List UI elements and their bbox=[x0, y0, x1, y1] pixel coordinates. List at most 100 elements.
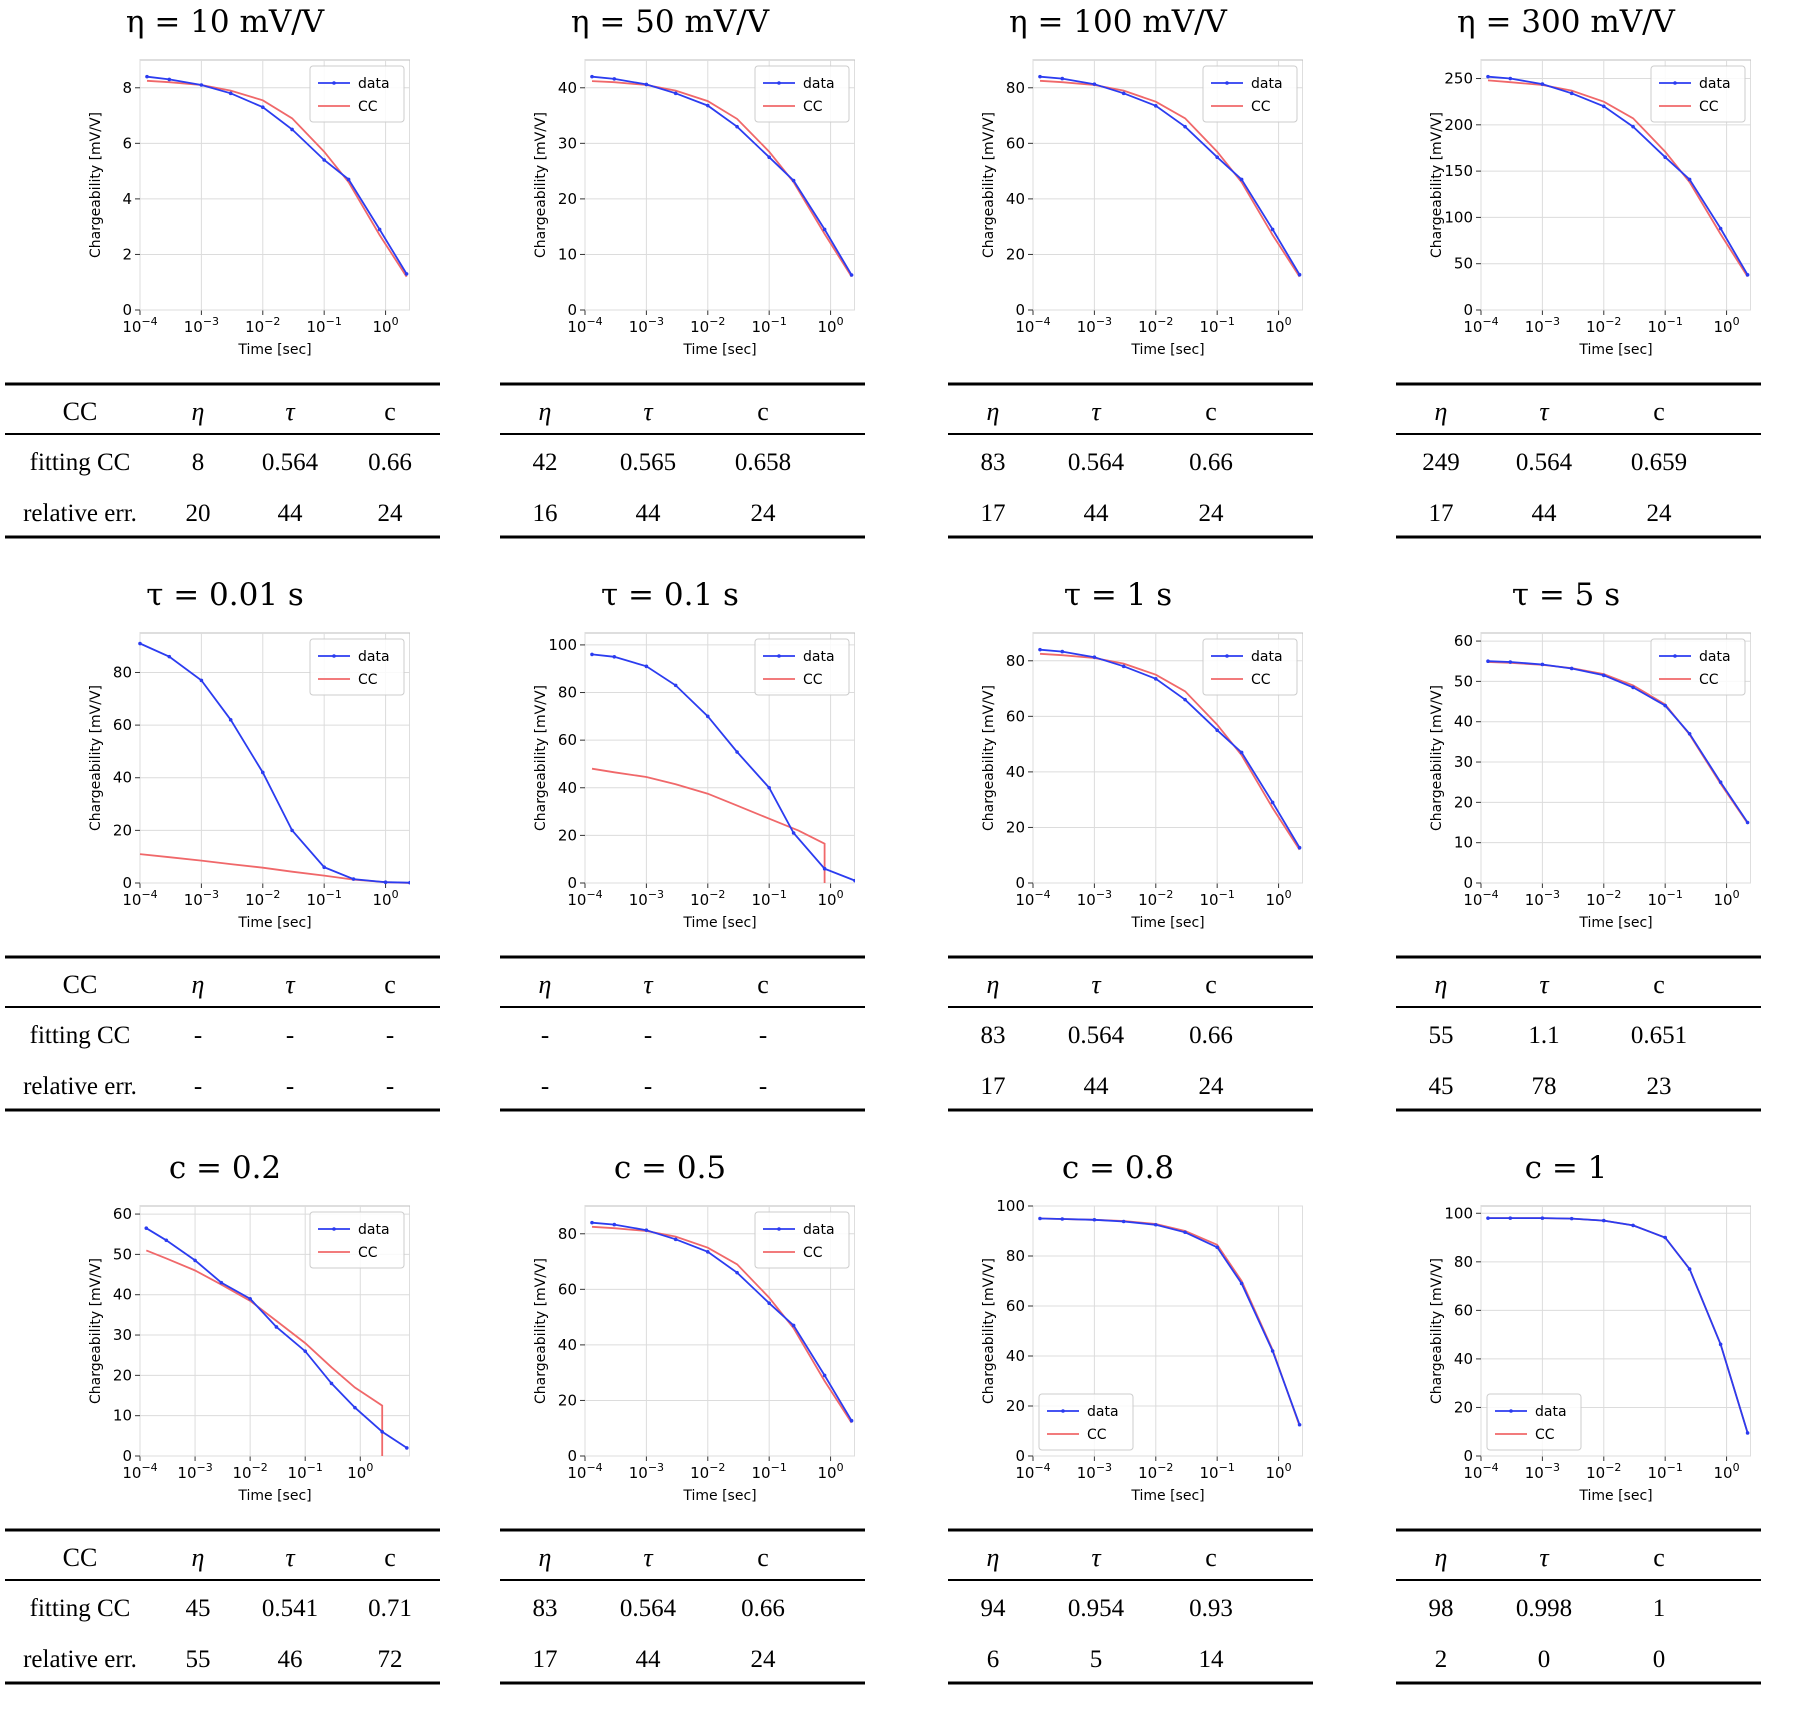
data-point bbox=[1486, 74, 1490, 79]
legend: data CC bbox=[309, 65, 405, 123]
data-point bbox=[1239, 750, 1244, 755]
legend-label: CC bbox=[803, 99, 823, 115]
y-axis-label: Chargeability [mV/V] bbox=[981, 685, 997, 831]
series-cc-line bbox=[145, 1249, 384, 1456]
y-tick-label: 40 bbox=[1454, 713, 1473, 731]
x-tick-label: 10−3 bbox=[184, 315, 219, 336]
fit-cell: 83 bbox=[981, 449, 1006, 476]
x-tick-label: 100 bbox=[818, 888, 844, 909]
y-tick-label: 0 bbox=[122, 301, 132, 319]
table-header-cell: c bbox=[757, 1543, 769, 1572]
legend-label: CC bbox=[358, 99, 378, 115]
data-point bbox=[404, 272, 409, 276]
y-tick-label: 20 bbox=[1454, 1398, 1473, 1416]
data-point bbox=[1687, 177, 1692, 182]
data-point bbox=[228, 91, 233, 96]
data-point bbox=[219, 1280, 224, 1285]
fit-cell: 0.93 bbox=[1189, 1595, 1233, 1622]
x-tick-label: 10−3 bbox=[1077, 315, 1112, 336]
err-cell: 24 bbox=[1199, 500, 1225, 527]
data-point bbox=[644, 82, 649, 87]
table-header-cell: c bbox=[1205, 1543, 1217, 1572]
y-tick-label: 0 bbox=[1015, 301, 1025, 319]
x-tick-label: 10−4 bbox=[567, 1461, 602, 1482]
y-tick-label: 250 bbox=[1444, 70, 1473, 88]
legend-box bbox=[754, 65, 850, 123]
table-header-cell: η bbox=[539, 397, 552, 426]
legend-label: CC bbox=[358, 1245, 378, 1261]
x-tick-label: 10−3 bbox=[629, 1461, 664, 1482]
y-tick-label: 6 bbox=[122, 134, 132, 152]
table-header-cell: τ bbox=[285, 1543, 296, 1572]
err-cell: 20 bbox=[186, 500, 211, 527]
x-axis-label: Time [sec] bbox=[237, 915, 311, 931]
fit-cell: 0.66 bbox=[368, 449, 412, 476]
table-header-cell: c bbox=[1205, 397, 1217, 426]
x-axis-label: Time [sec] bbox=[1578, 915, 1652, 931]
data-point bbox=[144, 1226, 149, 1230]
legend-marker bbox=[1673, 654, 1677, 658]
chart: 10−4 10−3 10−2 10−1 100 0 20 40 60 80 Time [sec] Ch… bbox=[981, 59, 1303, 358]
x-axis-label: Time [sec] bbox=[682, 915, 756, 931]
x-axis-label: Time [sec] bbox=[1130, 1488, 1204, 1504]
table-header-cell: c bbox=[384, 1543, 396, 1572]
fit-cell: 94 bbox=[981, 1595, 1007, 1622]
data-point bbox=[138, 641, 142, 646]
y-tick-label: 0 bbox=[1015, 1447, 1025, 1465]
x-tick-label: 10−4 bbox=[1015, 315, 1050, 336]
y-axis-label: Chargeability [mV/V] bbox=[88, 685, 104, 831]
params-table: η τ c 83 0.564 0.66 17 44 24 bbox=[948, 955, 1313, 1112]
y-tick-label: 0 bbox=[122, 1447, 132, 1465]
params-table: η τ c 83 0.564 0.66 17 44 24 bbox=[500, 1528, 865, 1685]
data-point bbox=[849, 1418, 854, 1423]
table-header-cell: c bbox=[1653, 397, 1665, 426]
fit-cell: 0.658 bbox=[735, 449, 791, 476]
fit-cell: 45 bbox=[186, 1595, 211, 1622]
err-cell: 5 bbox=[1090, 1646, 1103, 1673]
data-point bbox=[1569, 91, 1574, 96]
x-tick-label: 10−4 bbox=[567, 315, 602, 336]
err-cell: 16 bbox=[533, 500, 558, 527]
data-point bbox=[791, 831, 796, 835]
data-point bbox=[644, 664, 649, 669]
y-tick-label: 80 bbox=[558, 684, 577, 702]
x-tick-label: 10−1 bbox=[307, 315, 342, 336]
data-point bbox=[1183, 697, 1187, 702]
y-tick-label: 0 bbox=[1463, 874, 1473, 892]
fit-cell: 8 bbox=[192, 449, 205, 476]
data-point bbox=[673, 683, 678, 688]
x-tick-label: 10−1 bbox=[1648, 1461, 1683, 1482]
chart: 10−4 10−3 10−2 10−1 100 0 10 20 30 40 50 60 Time [se… bbox=[88, 1205, 410, 1504]
series-cc-line bbox=[1039, 652, 1301, 851]
y-tick-label: 20 bbox=[1006, 1397, 1025, 1415]
data-point bbox=[1718, 780, 1723, 784]
legend: data CC bbox=[309, 638, 405, 696]
legend: data CC bbox=[754, 65, 850, 123]
legend-label: data bbox=[1535, 1404, 1567, 1420]
panel-10: c = 0.5 10−4 10−3 10−2 10−1 100 0 20 40 60 80 Time … bbox=[445, 1146, 895, 1719]
x-tick-label: 10−1 bbox=[1648, 315, 1683, 336]
table-header-cell: c bbox=[1653, 1543, 1665, 1572]
y-tick-label: 100 bbox=[1444, 208, 1473, 226]
chart-title: c = 1 bbox=[1524, 1150, 1608, 1186]
y-axis-label: Chargeability [mV/V] bbox=[1429, 685, 1445, 831]
err-cell: 17 bbox=[981, 500, 1006, 527]
data-point bbox=[1038, 1216, 1042, 1221]
y-tick-label: 60 bbox=[558, 731, 577, 749]
err-cell: 78 bbox=[1532, 1073, 1557, 1100]
err-cell: 24 bbox=[378, 500, 404, 527]
panel-6: τ = 0.1 s 10−4 10−3 10−2 10−1 100 0 20 40 60 80 100… bbox=[445, 573, 895, 1146]
data-point bbox=[167, 77, 172, 82]
panel-7: τ = 1 s 10−4 10−3 10−2 10−1 100 0 20 40 60 80 Time … bbox=[893, 573, 1343, 1146]
legend: data CC bbox=[309, 1211, 405, 1269]
table-header-cell: τ bbox=[1091, 397, 1102, 426]
x-tick-label: 10−1 bbox=[1200, 1461, 1235, 1482]
x-axis-label: Time [sec] bbox=[237, 1488, 311, 1504]
data-point bbox=[408, 880, 410, 885]
data-point bbox=[377, 227, 382, 232]
data-point bbox=[1239, 177, 1244, 182]
x-tick-label: 10−2 bbox=[245, 888, 280, 909]
panel-1: η = 10 mV/V 10−4 10−3 10−2 10−1 100 0 2 4 6 8 Time … bbox=[0, 0, 450, 573]
data-point bbox=[1215, 728, 1219, 733]
data-point bbox=[644, 1228, 649, 1232]
